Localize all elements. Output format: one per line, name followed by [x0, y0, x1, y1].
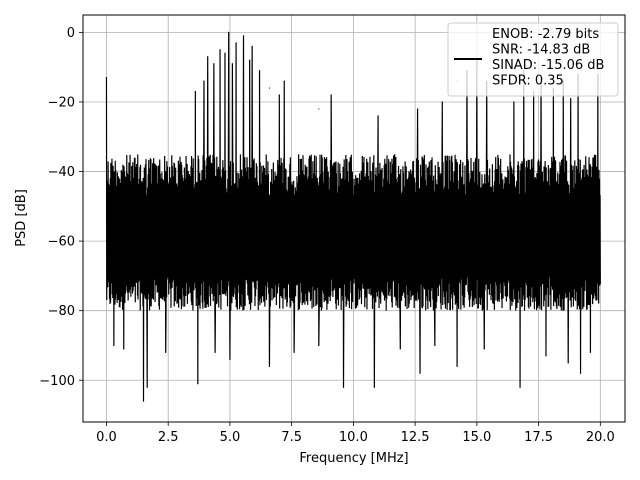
- psd-peak-point: [219, 49, 221, 51]
- psd-trough-point: [419, 372, 421, 374]
- psd-peak-point: [213, 63, 215, 65]
- psd-peak-point: [258, 70, 261, 72]
- psd-trough-point: [123, 348, 125, 350]
- psd-trough-point: [399, 348, 401, 350]
- x-tick-label: 5.0: [220, 430, 241, 445]
- psd-peak-point: [377, 115, 379, 117]
- legend-label: ENOB: -2.79 bits SNR: -14.83 dB SINAD: -15…: [492, 27, 604, 89]
- psd-peak-point: [330, 94, 332, 96]
- psd-trough-point: [142, 400, 145, 402]
- psd-peak-point: [228, 31, 230, 33]
- axes-frame: [82, 14, 626, 423]
- psd-peak-point: [318, 108, 320, 110]
- legend-line-0: ENOB: -2.79 bits: [492, 27, 599, 42]
- psd-trough-point: [589, 351, 592, 354]
- x-tick-label: 2.5: [158, 430, 179, 445]
- psd-trough-point: [165, 351, 167, 354]
- y-tick-label: −60: [48, 235, 75, 250]
- psd-trough-point: [318, 344, 320, 347]
- psd-peak-point: [231, 63, 233, 65]
- psd-peak-point: [441, 101, 443, 103]
- psd-trough-point: [579, 372, 582, 374]
- psd-peak-point: [283, 80, 285, 82]
- psd-trough-point: [342, 386, 345, 388]
- x-tick-label: 10.0: [339, 430, 368, 445]
- legend-line-1: SNR: -14.83 dB: [492, 43, 590, 58]
- x-tick-label: 0.0: [96, 430, 117, 445]
- psd-peak-point: [251, 45, 253, 47]
- psd-trough-point: [373, 386, 375, 388]
- psd-trough-point: [434, 344, 436, 347]
- psd-peak-point: [249, 59, 251, 61]
- y-tick-label: −100: [39, 374, 75, 389]
- psd-trough-point: [214, 351, 216, 354]
- x-tick-label: 12.5: [401, 430, 430, 445]
- y-tick-label: −40: [48, 165, 75, 180]
- psd-trough-point: [567, 362, 569, 364]
- psd-peak-point: [570, 97, 572, 100]
- psd-trough-point: [483, 348, 485, 350]
- psd-peak-point: [194, 90, 196, 93]
- psd-trough-point: [268, 365, 271, 367]
- psd-peak-point: [105, 77, 108, 79]
- psd-peak-point: [268, 87, 271, 89]
- psd-trough-point: [519, 386, 521, 388]
- psd-peak-point: [224, 52, 226, 54]
- x-tick-label: 17.5: [524, 430, 553, 445]
- psd-trough-point: [456, 365, 458, 367]
- psd-peak-point: [278, 94, 280, 96]
- psd-peak-point: [235, 42, 237, 44]
- psd-peak-point: [513, 101, 515, 103]
- x-tick-label: 20.0: [586, 430, 615, 445]
- psd-peak-point: [203, 80, 205, 82]
- y-tick-label: 0: [67, 26, 75, 41]
- psd-peak-point: [207, 56, 209, 58]
- ticks: 0.0 2.5 5.0 7.5 10.0 12.5 15.0 17.5 20.0 0 −20 −40 −…: [39, 26, 615, 445]
- psd-trough-point: [545, 355, 547, 357]
- psd-trough-point: [197, 383, 199, 385]
- legend-line-2: SINAD: -15.06 dB: [492, 58, 604, 73]
- x-tick-label: 7.5: [281, 430, 302, 445]
- legend-box: [447, 22, 619, 97]
- y-tick-label: −20: [48, 95, 75, 110]
- psd-trough-point: [113, 344, 115, 347]
- legend: ENOB: -2.79 bits SNR: -14.83 dB SINAD: -15…: [447, 22, 619, 97]
- psd-trough-point: [146, 386, 148, 388]
- psd-line: [105, 32, 601, 402]
- legend-line-3: SFDR: 0.35: [492, 74, 564, 89]
- y-axis-label: PSD [dB]: [14, 189, 29, 247]
- psd-trough-point: [229, 358, 231, 360]
- psd-peak-point: [242, 35, 245, 37]
- psd-trough-point: [293, 351, 295, 354]
- x-axis-label: Frequency [MHz]: [299, 451, 408, 466]
- y-tick-label: −80: [48, 304, 75, 319]
- psd-peak-point: [416, 108, 419, 110]
- x-tick-label: 15.0: [462, 430, 491, 445]
